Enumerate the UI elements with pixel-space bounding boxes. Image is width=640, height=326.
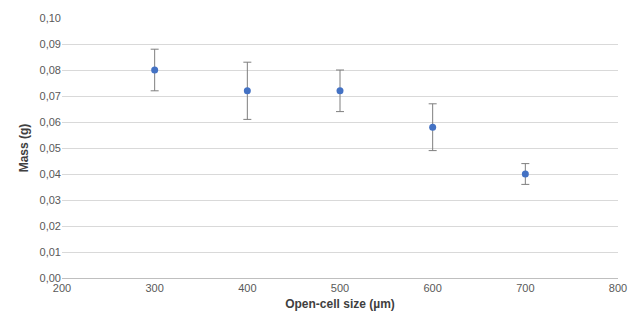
svg-text:500: 500 (331, 282, 349, 294)
svg-text:0,10: 0,10 (40, 12, 61, 24)
svg-text:0,01: 0,01 (40, 246, 61, 258)
svg-text:0,04: 0,04 (40, 168, 61, 180)
svg-text:600: 600 (423, 282, 441, 294)
svg-text:400: 400 (238, 282, 256, 294)
svg-text:200: 200 (53, 282, 71, 294)
svg-text:0,08: 0,08 (40, 64, 61, 76)
svg-text:0,05: 0,05 (40, 142, 61, 154)
svg-text:0,02: 0,02 (40, 220, 61, 232)
svg-text:700: 700 (516, 282, 534, 294)
svg-text:0,09: 0,09 (40, 38, 61, 50)
svg-text:Mass (g): Mass (g) (17, 124, 31, 173)
svg-text:0,07: 0,07 (40, 90, 61, 102)
svg-text:0,03: 0,03 (40, 194, 61, 206)
svg-text:800: 800 (609, 282, 627, 294)
svg-text:0,00: 0,00 (40, 272, 61, 284)
svg-text:Open-cell size (µm): Open-cell size (µm) (285, 297, 395, 311)
svg-text:300: 300 (145, 282, 163, 294)
svg-text:0,06: 0,06 (40, 116, 61, 128)
